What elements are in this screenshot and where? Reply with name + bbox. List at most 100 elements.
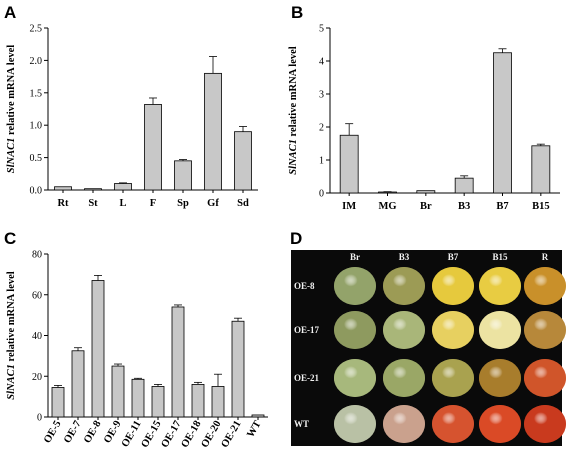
tomato-fruit-shading xyxy=(479,359,521,397)
bar-oe-11 xyxy=(131,378,145,418)
photo-background xyxy=(291,250,562,446)
x-tick-label: Br xyxy=(420,201,432,212)
chart-panel-a: 0.0 0.5 1.0 1.5 2.0 2.5 SlNAC1 relative mRNA l… xyxy=(6,24,258,209)
bar-oe-15 xyxy=(151,386,165,418)
bar-oe-7 xyxy=(71,350,85,418)
tomato-fruit-shading xyxy=(334,267,376,305)
y-axis-label: SlNAC1 relative mRNA level xyxy=(288,46,299,175)
photo-column-label: B3 xyxy=(399,252,410,262)
tomato-fruit-shading xyxy=(524,405,566,443)
x-tick-label: OE-5 xyxy=(42,419,63,445)
photo-column-label: B7 xyxy=(448,252,459,262)
tomato-fruit-shading xyxy=(479,405,521,443)
y-tick-label: 3 xyxy=(319,90,324,101)
x-tick-label: Sp xyxy=(177,198,189,209)
bar-st xyxy=(84,188,102,191)
tomato-fruit-shading xyxy=(334,359,376,397)
bar-oe-21 xyxy=(231,320,245,418)
y-axis-label-text: relative mRNA level xyxy=(6,271,17,364)
y-axis-label-text: relative mRNA level xyxy=(288,46,299,139)
y-tick-label: 0 xyxy=(37,413,42,424)
x-tick-label: B3 xyxy=(458,201,470,212)
y-tick-label: 1 xyxy=(319,156,324,167)
panel-letter-d: D xyxy=(290,229,302,248)
bar-br xyxy=(416,190,436,194)
y-tick-label: 20 xyxy=(32,372,42,383)
x-tick-label: WT xyxy=(245,419,263,440)
y-tick-label: 0.5 xyxy=(30,153,43,164)
tomato-fruit-shading xyxy=(383,359,425,397)
bar-f xyxy=(144,104,162,191)
y-tick-label: 2.5 xyxy=(30,24,43,35)
x-tick-label: IM xyxy=(342,201,356,212)
panel-letter-a: A xyxy=(4,3,16,22)
bar-oe-17 xyxy=(171,306,185,418)
bar-gf xyxy=(204,72,222,191)
tomato-fruit-shading xyxy=(383,405,425,443)
bar-oe-20 xyxy=(211,386,225,418)
tomato-fruit-shading xyxy=(432,359,474,397)
photo-panel-d: Br B3 B7 B15 R OE-8 OE-17 OE-21 WT xyxy=(291,250,566,446)
y-axis-label-gene: SlNAC1 xyxy=(6,138,17,174)
photo-row-label: WT xyxy=(294,419,309,429)
x-tick-label: B15 xyxy=(532,201,550,212)
tomato-fruit-shading xyxy=(479,311,521,349)
x-tick-label: OE-7 xyxy=(62,419,83,445)
tomato-fruit-shading xyxy=(524,267,566,305)
bar-oe-9 xyxy=(111,365,125,418)
y-tick-label: 80 xyxy=(32,250,42,261)
bar-wt xyxy=(251,414,265,418)
x-tick-label: MG xyxy=(378,201,396,212)
y-tick-label: 5 xyxy=(319,24,324,35)
photo-row-label: OE-17 xyxy=(294,325,320,335)
bar-sd xyxy=(234,131,252,191)
tomato-fruit-shading xyxy=(524,311,566,349)
y-tick-label: 2 xyxy=(319,123,324,134)
bar-b7 xyxy=(493,52,512,194)
bar-mg xyxy=(378,191,397,194)
x-tick-label: St xyxy=(88,198,98,209)
photo-column-label: Br xyxy=(350,252,360,262)
x-tick-label: Rt xyxy=(57,198,69,209)
bar-rt xyxy=(54,186,72,191)
y-tick-label: 60 xyxy=(32,290,42,301)
bar-oe-18 xyxy=(191,383,205,418)
y-axis-label: SlNAC1 relative mRNA level xyxy=(6,271,17,400)
panel-letter-c: C xyxy=(4,229,16,248)
y-tick-label: 0 xyxy=(319,189,324,200)
y-axis-label: SlNAC1 relative mRNA level xyxy=(6,45,17,174)
photo-column-label: R xyxy=(542,252,549,262)
x-tick-label: L xyxy=(119,198,126,209)
bar-l xyxy=(114,183,132,191)
tomato-fruit-shading xyxy=(334,311,376,349)
y-axis-label-gene: SlNAC1 xyxy=(288,139,299,175)
y-tick-label: 40 xyxy=(32,331,42,342)
photo-row-label: OE-8 xyxy=(294,281,315,291)
x-tick-label: OE-8 xyxy=(82,419,103,445)
y-tick-label: 4 xyxy=(319,57,324,68)
bar-oe-8 xyxy=(91,280,105,418)
y-axis-label-text: relative mRNA level xyxy=(6,45,17,138)
tomato-fruit-shading xyxy=(334,405,376,443)
x-tick-label: B7 xyxy=(496,201,508,212)
tomato-fruit-shading xyxy=(432,405,474,443)
tomato-fruit-shading xyxy=(524,359,566,397)
x-tick-label: Sd xyxy=(237,198,249,209)
bar-b15 xyxy=(531,145,551,194)
tomato-fruit-shading xyxy=(432,267,474,305)
bar-b3 xyxy=(454,177,474,194)
tomato-fruit-shading xyxy=(383,267,425,305)
tomato-fruit-shading xyxy=(383,311,425,349)
y-tick-label: 2.0 xyxy=(30,56,43,67)
x-tick-label: OE-21 xyxy=(219,419,243,450)
y-tick-label: 0.0 xyxy=(30,186,43,197)
chart-panel-b: 0 1 2 3 4 5 SlNAC1 relative mRNA level IM MG Br B3… xyxy=(288,24,560,212)
y-tick-label: 1.5 xyxy=(30,88,43,99)
x-tick-label: Gf xyxy=(207,198,219,209)
bar-oe-5 xyxy=(51,387,65,418)
photo-row-label: OE-21 xyxy=(294,373,320,383)
bar-sp xyxy=(174,160,192,191)
x-tick-label: F xyxy=(150,198,156,209)
